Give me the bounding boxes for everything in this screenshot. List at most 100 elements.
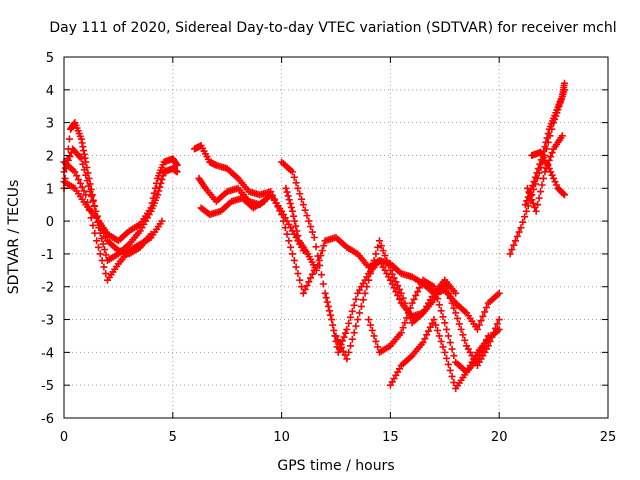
data-point: [341, 329, 349, 337]
data-point: [86, 188, 94, 196]
data-point: [385, 261, 393, 269]
data-point: [399, 324, 407, 332]
data-point: [94, 243, 102, 251]
data-point: [529, 200, 537, 208]
data-point: [553, 181, 561, 189]
data-point: [303, 212, 311, 220]
x-tick-label: 10: [273, 430, 290, 445]
data-point: [370, 332, 378, 340]
data-point: [473, 325, 481, 333]
y-axis-label: SDTVAR / TECUs: [6, 180, 22, 295]
data-point: [434, 326, 442, 334]
data-point: [352, 322, 360, 330]
data-point: [341, 351, 349, 359]
data-point: [94, 218, 102, 226]
plot-frame: [63, 56, 609, 419]
data-point: [324, 302, 332, 310]
data-point: [260, 197, 268, 205]
data-point: [392, 288, 400, 296]
data-point: [365, 276, 373, 284]
chart-title: Day 111 of 2020, Sidereal Day-to-day VTE…: [49, 20, 616, 36]
y-tick-label: -5: [41, 379, 54, 394]
data-point: [368, 326, 376, 334]
data-point: [370, 256, 378, 264]
data-point: [528, 196, 536, 204]
data-point: [305, 217, 313, 225]
data-point: [89, 221, 97, 229]
data-point: [321, 289, 329, 297]
data-point: [560, 79, 568, 87]
data-point: [73, 172, 81, 180]
data-point: [390, 284, 398, 292]
data-point: [513, 232, 521, 240]
data-point: [383, 256, 391, 264]
data-point: [530, 178, 538, 186]
data-point: [414, 288, 422, 296]
data-point: [536, 160, 544, 168]
data-point: [401, 319, 409, 327]
data-point: [441, 279, 449, 287]
data-point: [434, 295, 442, 303]
data-point: [526, 192, 534, 200]
data-point: [534, 165, 542, 173]
data-point: [452, 289, 460, 297]
data-point: [79, 160, 87, 168]
data-point: [390, 274, 398, 282]
y-tick-label: 2: [46, 149, 54, 164]
data-point: [515, 228, 523, 236]
data-point: [529, 182, 537, 190]
data-point: [151, 184, 159, 192]
data-point: [292, 179, 300, 187]
data-point: [559, 190, 567, 198]
y-tick-label: 4: [46, 84, 54, 99]
data-point: [430, 283, 438, 291]
data-point: [90, 202, 98, 210]
data-point: [156, 183, 164, 191]
data-point: [388, 270, 396, 278]
data-point: [323, 298, 331, 306]
data-point: [521, 201, 529, 209]
data-point: [285, 196, 293, 204]
data-point: [85, 182, 93, 190]
data-point: [294, 232, 302, 240]
y-tick-label: 0: [46, 215, 54, 230]
data-point: [91, 229, 99, 237]
data-point: [538, 181, 546, 189]
data-point: [428, 319, 436, 327]
series-track-8: [282, 184, 503, 333]
data-point: [102, 233, 110, 241]
data-point: [75, 176, 83, 184]
data-point: [457, 325, 465, 333]
data-point: [437, 307, 445, 315]
data-point: [453, 314, 461, 322]
data-point: [296, 190, 304, 198]
data-point: [82, 191, 90, 199]
data-point: [547, 168, 555, 176]
data-point: [448, 372, 456, 380]
data-point: [290, 173, 298, 181]
data-point: [298, 283, 306, 291]
data-point: [71, 168, 79, 176]
data-point: [444, 360, 452, 368]
data-point: [347, 313, 355, 321]
axis-ticks: 0 5 10 15 20 25 -6 -5 -4 -3 -2 -1 0 1 2 3 4 5: [41, 51, 616, 445]
data-point: [551, 178, 559, 186]
data-point: [493, 320, 501, 328]
data-point: [450, 352, 458, 360]
data-point: [537, 188, 545, 196]
data-point: [357, 302, 365, 310]
y-tick-label: -1: [41, 248, 54, 263]
data-point: [395, 285, 403, 293]
data-point: [432, 321, 440, 329]
data-point: [448, 299, 456, 307]
data-point: [441, 319, 449, 327]
data-point: [307, 223, 315, 231]
data-point: [415, 284, 423, 292]
data-point: [158, 217, 166, 225]
data-point: [446, 294, 454, 302]
data-point: [102, 251, 110, 259]
series-track-16: [528, 148, 568, 199]
data-point: [381, 252, 389, 260]
data-point: [372, 337, 380, 345]
